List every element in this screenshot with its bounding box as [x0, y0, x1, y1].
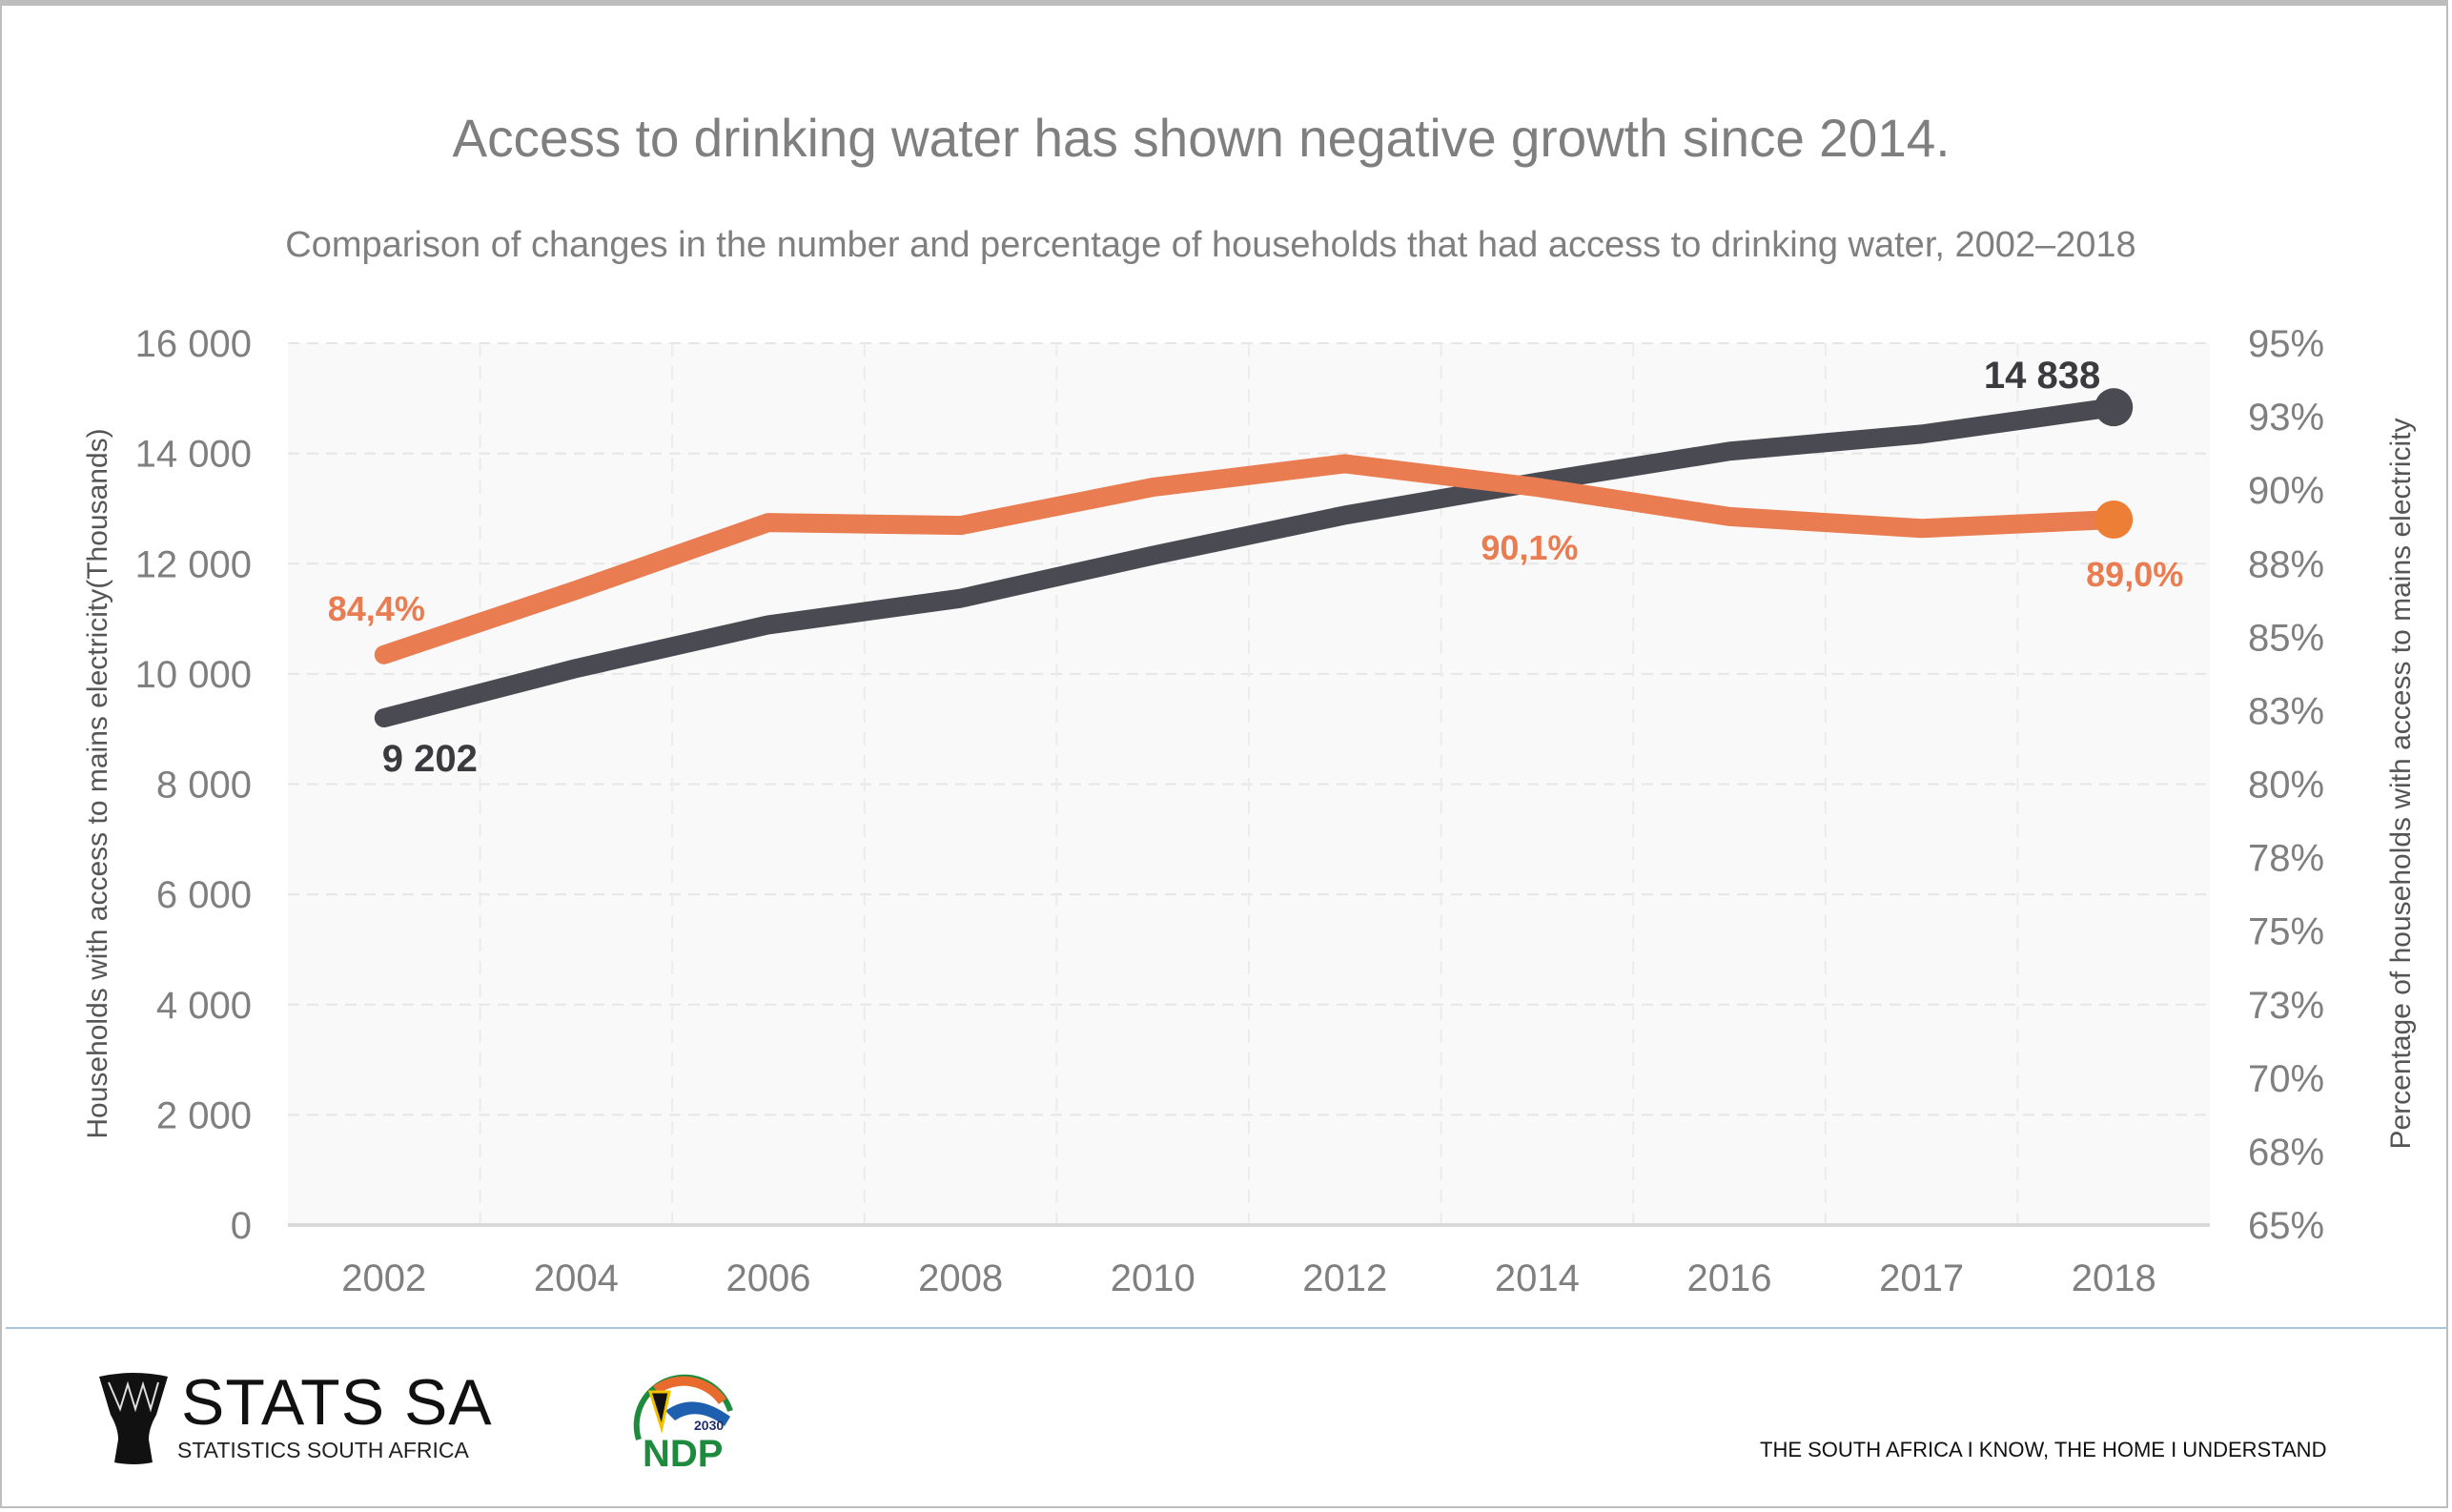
y2-tick-label: 68% — [2248, 1132, 2324, 1174]
y2-tick-label: 90% — [2248, 470, 2324, 512]
line-chart: 0 2 000 4 000 6 000 8 000 10 000 12 000 14 000 1… — [82, 323, 2417, 1299]
y2-tick-label: 88% — [2248, 543, 2324, 585]
chart-subtitle: Comparison of changes in the number and … — [285, 225, 2136, 265]
x-tick-label: 2006 — [726, 1257, 811, 1299]
y2-axis-title: Percentage of households with access to … — [2385, 418, 2417, 1149]
data-label: 14 838 — [1984, 355, 2100, 397]
x-tick-label: 2008 — [918, 1257, 1003, 1299]
data-label: 84,4% — [328, 589, 425, 628]
x-tick-label: 2002 — [341, 1257, 426, 1299]
y-tick-label: 16 000 — [135, 323, 252, 365]
y2-tick-label: 80% — [2248, 765, 2324, 807]
x-tick-label: 2016 — [1687, 1257, 1772, 1299]
y2-tick-label: 73% — [2248, 985, 2324, 1027]
series-line-households — [374, 398, 2124, 728]
tagline: THE SOUTH AFRICA I KNOW, THE HOME I UNDE… — [1760, 1438, 2327, 1461]
y2-tick-label: 85% — [2248, 617, 2324, 659]
y-tick-label: 10 000 — [135, 654, 252, 696]
y2-tick-label: 83% — [2248, 690, 2324, 732]
y-tick-label: 0 — [231, 1205, 252, 1247]
y-tick-label: 4 000 — [156, 985, 252, 1027]
data-label: 9 202 — [382, 738, 478, 780]
x-tick-label: 2018 — [2072, 1257, 2156, 1299]
stats-sa-fullname: STATISTICS SOUTH AFRICA — [177, 1438, 469, 1462]
stats-sa-wordmark: STATS SA — [181, 1366, 493, 1439]
x-tick-label: 2004 — [534, 1257, 619, 1299]
stats-sa-logo: STATS SA STATISTICS SOUTH AFRICA — [95, 1366, 496, 1466]
y-tick-label: 2 000 — [156, 1094, 252, 1136]
ndp-flag-icon: 2030 NDP — [633, 1374, 733, 1475]
x-tick-label: 2010 — [1111, 1257, 1195, 1299]
drum-icon — [99, 1373, 168, 1464]
y2-tick-label: 65% — [2248, 1205, 2324, 1247]
x-tick-label: 2012 — [1302, 1257, 1387, 1299]
series-line-percentage — [374, 454, 2124, 664]
y-axis-title: Households with access to mains electric… — [82, 428, 113, 1138]
end-marker — [2094, 501, 2134, 539]
y-tick-label: 14 000 — [135, 434, 252, 476]
y-tick-label: 8 000 — [156, 765, 252, 807]
ndp-text: NDP — [643, 1433, 723, 1468]
y-tick-label: 6 000 — [156, 874, 252, 916]
data-label: 90,1% — [1481, 528, 1578, 567]
y2-tick-label: 75% — [2248, 911, 2324, 953]
ndp-year: 2030 — [694, 1418, 724, 1433]
y2-tick-label: 95% — [2248, 323, 2324, 365]
y-tick-label: 12 000 — [135, 543, 252, 585]
data-label: 89,0% — [2086, 555, 2183, 594]
end-marker — [2094, 388, 2134, 427]
x-tick-label: 2017 — [1879, 1257, 1964, 1299]
footer-divider — [6, 1327, 2446, 1329]
x-tick-label: 2014 — [1495, 1257, 1580, 1299]
ndp-2030-logo: 2030 NDP — [627, 1373, 742, 1475]
y2-tick-label: 93% — [2248, 397, 2324, 439]
y2-tick-label: 78% — [2248, 838, 2324, 880]
y2-tick-label: 70% — [2248, 1058, 2324, 1100]
chart-title: Access to drinking water has shown negat… — [452, 108, 1951, 168]
